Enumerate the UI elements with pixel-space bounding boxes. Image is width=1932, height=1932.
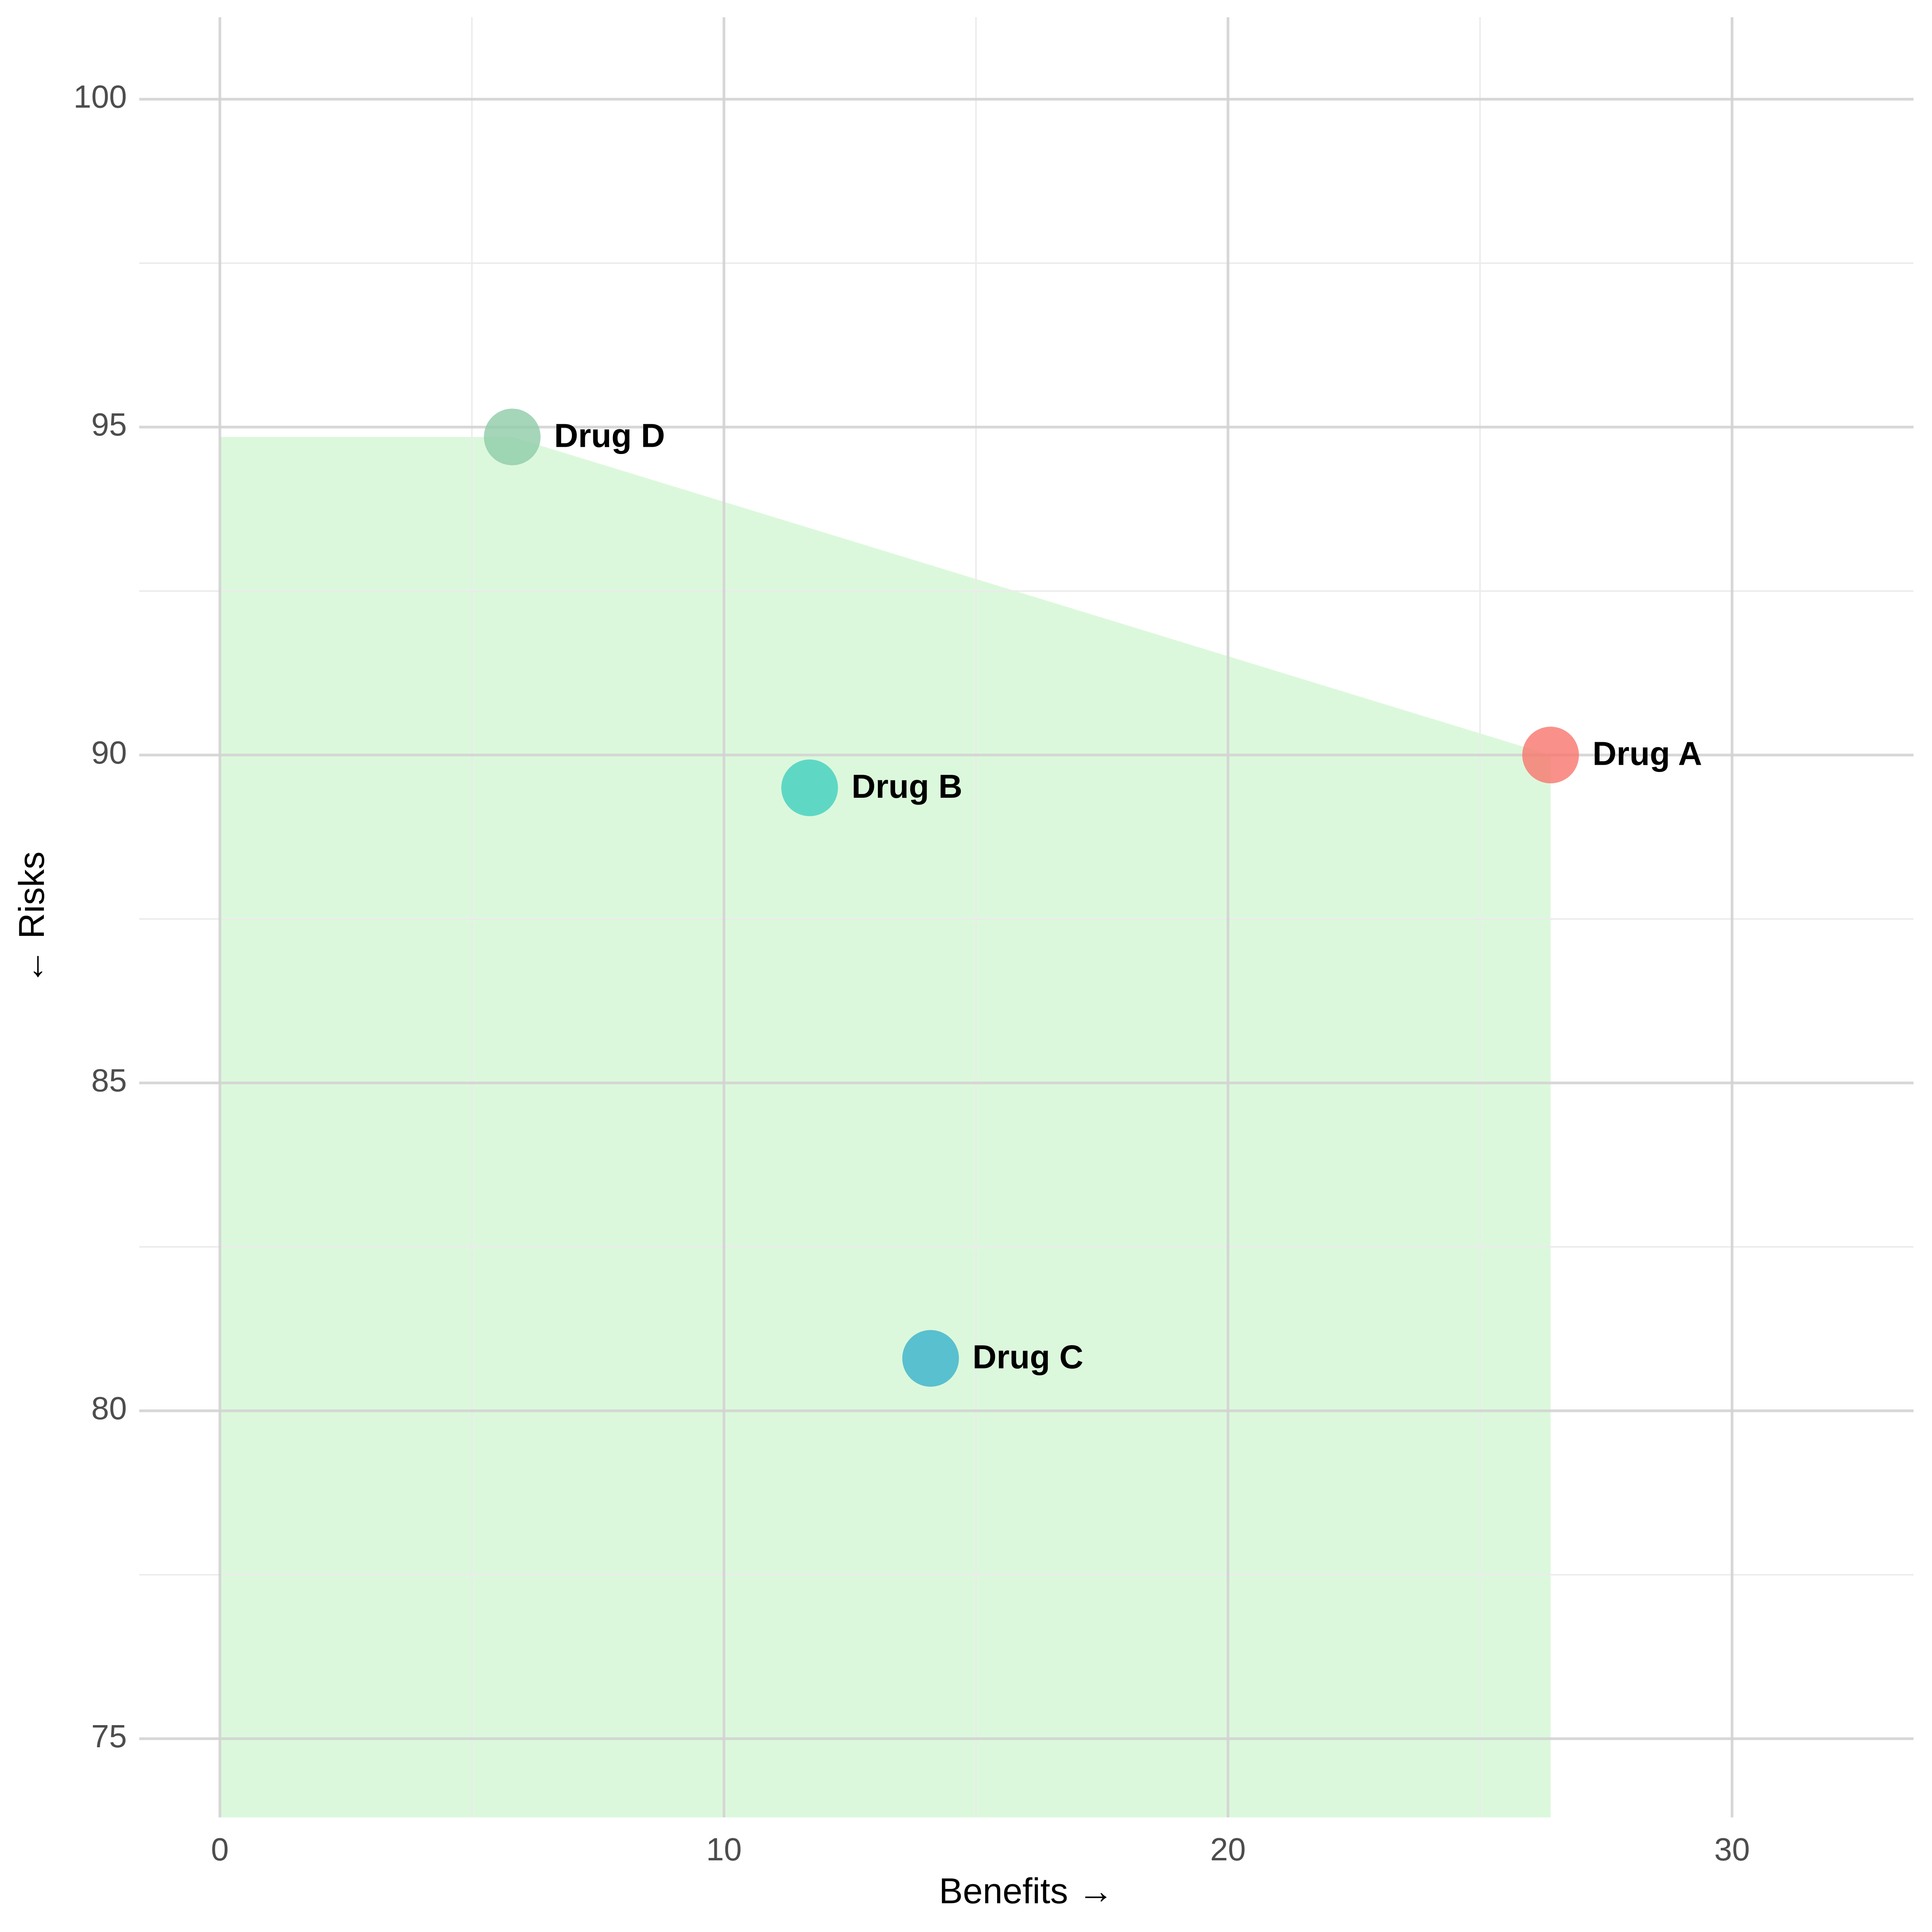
y-tick-label: 95 <box>91 407 127 442</box>
y-tick-label: 90 <box>91 735 127 770</box>
point <box>1522 727 1579 784</box>
x-tick-label: 30 <box>1714 1831 1750 1867</box>
x-tick-label: 20 <box>1210 1831 1246 1867</box>
point-label: Drug A <box>1592 735 1702 772</box>
y-tick-label: 85 <box>91 1063 127 1098</box>
y-tick-label: 100 <box>74 79 127 115</box>
x-tick-label: 0 <box>211 1831 229 1867</box>
y-tick-label: 80 <box>91 1390 127 1426</box>
point <box>781 759 838 816</box>
y-tick-label: 75 <box>91 1718 127 1754</box>
point-label: Drug C <box>972 1338 1083 1376</box>
point <box>484 409 541 466</box>
x-axis-title: Benefits → <box>939 1871 1114 1911</box>
point-label: Drug B <box>852 768 962 805</box>
point <box>902 1330 959 1387</box>
point-label: Drug D <box>554 417 665 454</box>
frontier-area <box>220 437 1551 1818</box>
y-axis-title: ← Risks <box>12 851 52 984</box>
x-tick-label: 10 <box>706 1831 742 1867</box>
